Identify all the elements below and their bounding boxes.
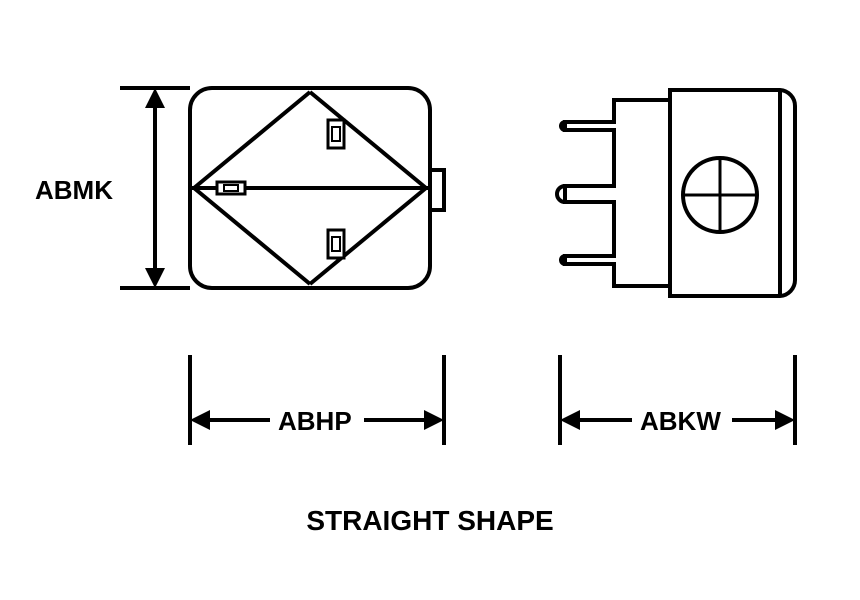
label-abmk: ABMK	[35, 175, 113, 206]
title: STRAIGHT SHAPE	[0, 505, 860, 537]
front-view	[190, 88, 444, 288]
slot-top	[328, 120, 344, 148]
label-abhp: ABHP	[278, 406, 352, 437]
dim-abmk	[120, 88, 190, 288]
slot-left	[217, 182, 245, 194]
slot-bottom	[328, 230, 344, 258]
side-view	[557, 90, 795, 296]
label-abkw: ABKW	[640, 406, 721, 437]
